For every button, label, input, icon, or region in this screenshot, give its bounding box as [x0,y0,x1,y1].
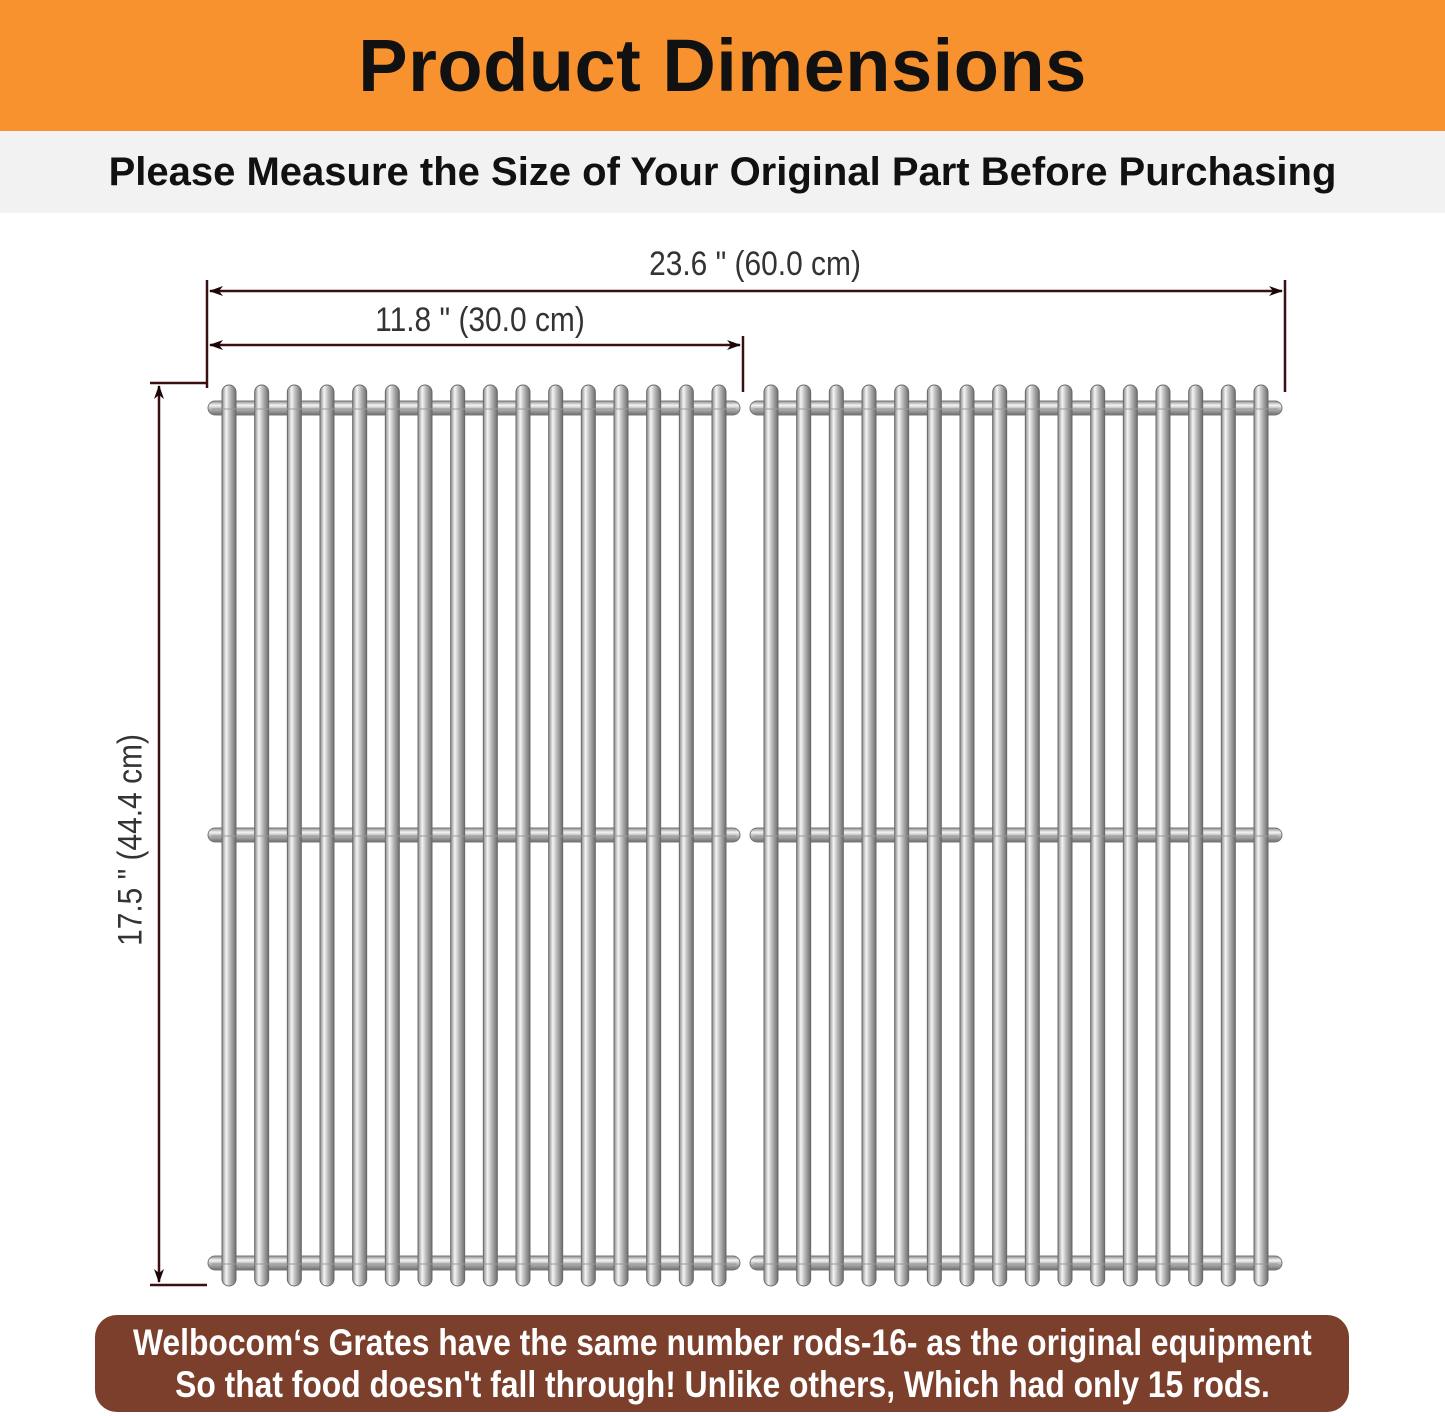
page-title: Product Dimensions [358,24,1087,107]
single-width-label: 11.8 " (30.0 cm) [375,301,585,339]
depth-label: 17.5 " (44.4 cm) [111,734,150,946]
grate-2 [749,384,1283,1287]
note-line-1: Welbocom‘s Grates have the same number r… [132,1321,1312,1363]
total-width-label: 23.6 " (60.0 cm) [649,245,861,283]
title-banner: Product Dimensions [0,0,1445,131]
grate-1 [207,384,741,1287]
grates-group [207,384,1283,1287]
note-line-2: So that food doesn't fall through! Unlik… [174,1363,1270,1405]
subheader-text: Please Measure the Size of Your Original… [108,149,1337,194]
dimension-lines [150,280,1287,1287]
rod-count-note: Welbocom‘s Grates have the same number r… [95,1315,1349,1412]
subheader-band: Please Measure the Size of Your Original… [0,131,1445,213]
